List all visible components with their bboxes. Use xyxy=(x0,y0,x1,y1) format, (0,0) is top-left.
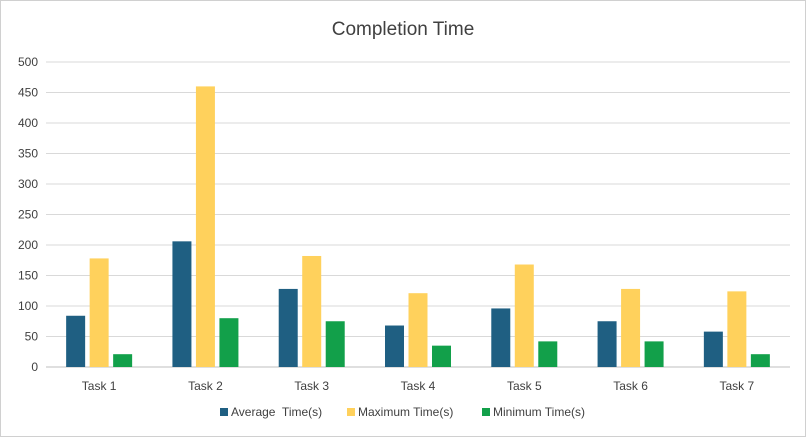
bar xyxy=(89,258,109,367)
legend-swatch xyxy=(482,408,490,416)
bar xyxy=(278,288,298,367)
bar xyxy=(195,86,215,368)
bar xyxy=(172,241,192,367)
bar xyxy=(302,255,322,367)
bar xyxy=(644,341,664,367)
bar xyxy=(597,321,617,367)
legend-swatch xyxy=(220,408,228,416)
bar xyxy=(703,331,723,367)
y-tick-label: 50 xyxy=(25,330,39,344)
bar xyxy=(408,293,428,367)
bar xyxy=(385,325,404,367)
y-tick-label: 100 xyxy=(18,299,38,313)
x-category-label: Task 4 xyxy=(401,379,436,393)
y-tick-label: 500 xyxy=(18,55,38,69)
x-category-label: Task 3 xyxy=(294,379,329,393)
y-axis-tick-labels: 0 50 100 150 200 250 300 350 400 450 500 xyxy=(18,55,38,374)
x-category-label: Task 1 xyxy=(82,379,117,393)
y-tick-label: 0 xyxy=(31,360,38,374)
legend: Average Time(s) Maximum Time(s) Minimum Ti… xyxy=(220,405,585,419)
y-tick-label: 450 xyxy=(18,86,38,100)
bar xyxy=(621,288,641,367)
legend-label: Maximum Time(s) xyxy=(358,405,453,419)
chart-title: Completion Time xyxy=(332,19,475,40)
legend-label: Minimum Time(s) xyxy=(493,405,585,419)
bar xyxy=(491,308,511,367)
bar xyxy=(325,321,345,367)
y-tick-label: 250 xyxy=(18,208,38,222)
y-tick-label: 150 xyxy=(18,269,38,283)
bar xyxy=(750,354,770,367)
bar xyxy=(432,345,451,367)
bar xyxy=(538,341,558,367)
bar xyxy=(66,315,86,367)
y-tick-label: 300 xyxy=(18,177,38,191)
x-category-label: Task 6 xyxy=(613,379,648,393)
y-tick-label: 350 xyxy=(18,147,38,161)
bar xyxy=(113,354,133,367)
bar xyxy=(219,318,239,367)
bar xyxy=(727,291,747,367)
x-category-label: Task 5 xyxy=(507,379,542,393)
x-axis-category-labels: Task 1 Task 2 Task 3 Task 4 Task 5 Task 6 Task… xyxy=(82,379,755,393)
legend-label: Average Time(s) xyxy=(231,405,322,419)
x-category-label: Task 7 xyxy=(720,379,755,393)
gridlines xyxy=(46,61,790,368)
x-category-label: Task 2 xyxy=(188,379,223,393)
y-tick-label: 200 xyxy=(18,238,38,252)
bar xyxy=(514,264,534,367)
legend-swatch xyxy=(347,408,355,416)
bars xyxy=(66,86,770,368)
y-tick-label: 400 xyxy=(18,116,38,130)
